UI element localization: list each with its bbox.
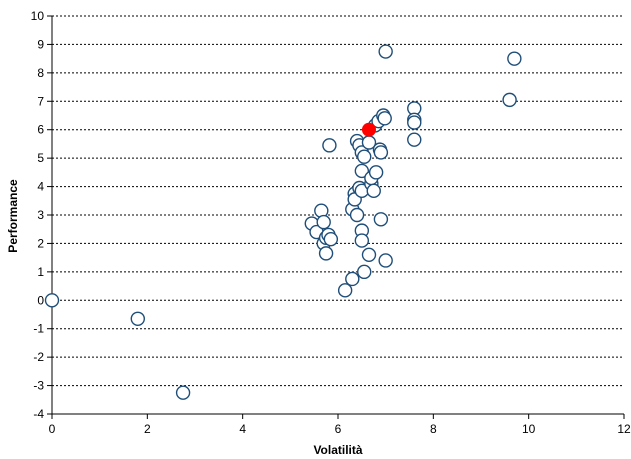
data-point (357, 149, 372, 164)
x-tick-label: 6 (335, 422, 342, 436)
y-tick-labels: -4 -3 -2 -1 0 1 2 3 4 5 6 7 8 9 10 (31, 9, 45, 421)
data-point (130, 311, 146, 326)
y-tick-label: -3 (33, 379, 44, 393)
highlighted-data-point (361, 122, 376, 137)
data-point (357, 264, 372, 280)
data-point (337, 283, 353, 298)
data-point (322, 138, 337, 153)
y-tick-label: -4 (33, 407, 44, 421)
data-point (318, 246, 334, 261)
data-point (323, 231, 339, 247)
data-point (361, 247, 377, 263)
data-point (368, 165, 384, 180)
data-point (407, 115, 422, 130)
y-tick-label: 10 (31, 9, 45, 23)
data-point (345, 271, 360, 287)
data-point (44, 293, 60, 308)
data-point (354, 163, 370, 179)
x-tick-label: 12 (617, 422, 631, 436)
y-tick-label: 0 (37, 293, 44, 307)
data-point (507, 51, 522, 66)
data-point (175, 385, 191, 400)
data-point (502, 92, 517, 108)
data-point (354, 233, 370, 248)
data-point (316, 214, 331, 230)
data-point (349, 207, 365, 223)
data-point (407, 132, 422, 147)
y-tick-label: 4 (37, 180, 44, 194)
x-tick-label: 2 (144, 422, 151, 436)
y-tick-label: -2 (33, 350, 44, 364)
data-point (366, 183, 381, 199)
axes (47, 15, 625, 419)
x-tick-label: 8 (430, 422, 437, 436)
data-point (378, 253, 393, 268)
x-tick-label: 10 (522, 422, 536, 436)
y-tick-label: 8 (37, 66, 44, 80)
x-axis-title: Volatilità (313, 443, 362, 457)
y-axis-title: Performance (6, 179, 20, 253)
data-point (373, 212, 389, 227)
y-tick-label: 7 (37, 94, 44, 108)
grid-lines (52, 15, 624, 387)
y-tick-label: 6 (37, 123, 44, 137)
data-point (377, 111, 392, 126)
data-point (373, 145, 389, 160)
data-points (44, 44, 522, 400)
x-tick-label: 0 (49, 422, 56, 436)
y-tick-label: 1 (37, 265, 44, 279)
x-tick-labels: 0 2 4 6 8 10 12 (49, 422, 631, 436)
y-tick-label: 5 (37, 151, 44, 165)
y-tick-label: -1 (33, 322, 44, 336)
x-tick-label: 4 (239, 422, 246, 436)
y-tick-label: 9 (37, 37, 44, 51)
y-tick-label: 3 (37, 208, 44, 222)
y-tick-label: 2 (37, 236, 44, 250)
data-point (378, 44, 393, 59)
